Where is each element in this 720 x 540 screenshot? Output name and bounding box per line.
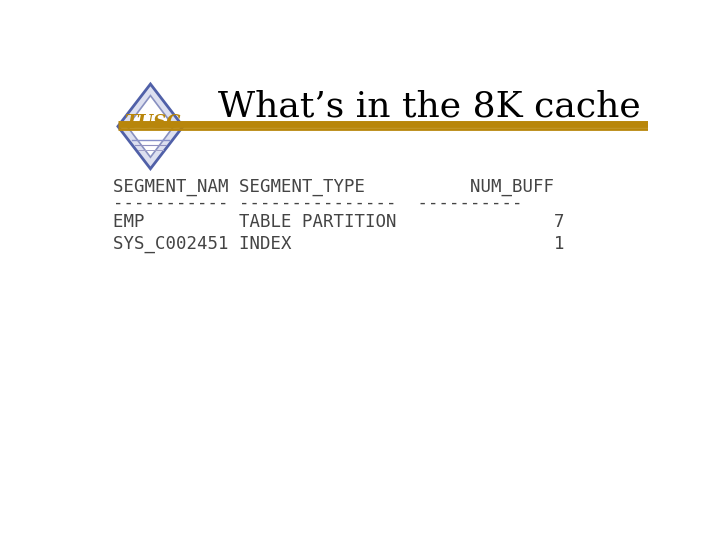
Text: ----------- ---------------  ----------: ----------- --------------- ---------- xyxy=(113,194,523,212)
Text: SYS_C002451 INDEX                         1: SYS_C002451 INDEX 1 xyxy=(113,235,564,253)
Text: TUSC: TUSC xyxy=(124,114,180,132)
Text: SEGMENT_NAM SEGMENT_TYPE          NUM_BUFF: SEGMENT_NAM SEGMENT_TYPE NUM_BUFF xyxy=(113,178,554,196)
Text: What’s in the 8K cache: What’s in the 8K cache xyxy=(217,90,640,124)
Text: EMP         TABLE PARTITION               7: EMP TABLE PARTITION 7 xyxy=(113,213,564,232)
Polygon shape xyxy=(118,84,183,168)
Polygon shape xyxy=(127,96,174,157)
